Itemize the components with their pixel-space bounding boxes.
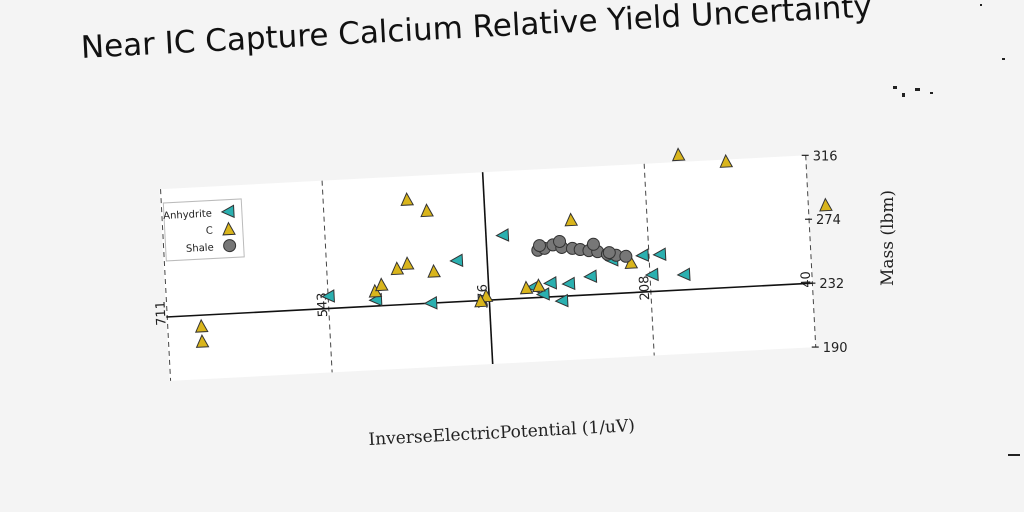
data-point-shale	[533, 239, 547, 253]
legend-label: Anhydrite	[163, 208, 212, 222]
scan-speck	[915, 88, 920, 91]
x-tick-label: 711	[153, 300, 169, 326]
legend-marker-anhydrite	[220, 204, 235, 219]
data-point-c	[427, 263, 441, 278]
data-point-c	[819, 197, 833, 212]
data-point-c	[532, 278, 546, 293]
data-point-c	[400, 256, 415, 271]
y-axis-line	[481, 172, 494, 365]
scan-speck	[980, 4, 982, 6]
x-tick-label: 40	[799, 271, 815, 288]
data-point-anhydrite	[635, 248, 650, 262]
y-tick-label: 274	[816, 213, 841, 228]
legend-label: C	[206, 225, 214, 236]
data-point-anhydrite	[676, 267, 691, 282]
data-points	[194, 147, 833, 348]
data-point-c	[400, 192, 415, 206]
data-point-anhydrite	[644, 267, 659, 282]
y-tick-label: 190	[823, 341, 848, 356]
data-point-c	[375, 277, 389, 292]
data-point-shale	[553, 234, 567, 248]
x-gridline	[321, 180, 333, 373]
scan-speck	[930, 92, 933, 94]
scan-speck	[893, 86, 897, 89]
legend-label: Shale	[186, 242, 214, 254]
data-point-c	[195, 333, 210, 348]
y-axis-label: Mass (lbm)	[878, 189, 898, 287]
data-point-anhydrite	[652, 247, 667, 262]
data-point-c	[719, 153, 734, 168]
data-point-c	[474, 293, 488, 308]
data-point-c	[564, 212, 579, 227]
data-point-anhydrite	[495, 228, 510, 242]
legend: Anhydrite C Shale	[162, 198, 245, 262]
scan-speck	[1008, 454, 1020, 456]
y-ticks: 190 232 274 316	[801, 149, 848, 356]
x-gridline	[160, 189, 172, 381]
data-point-anhydrite	[583, 269, 598, 283]
x-tick-label: 208	[637, 275, 653, 301]
legend-marker-c	[222, 221, 236, 236]
data-point-shale	[586, 237, 600, 251]
data-point-c	[420, 203, 434, 218]
data-point-anhydrite	[543, 276, 557, 290]
data-point-anhydrite	[321, 289, 335, 303]
x-gridline	[805, 155, 817, 348]
data-point-c	[390, 261, 405, 276]
x-gridline	[643, 163, 655, 356]
data-point-anhydrite	[561, 276, 576, 291]
scan-speck	[902, 93, 905, 97]
y-tick-label: 232	[819, 277, 844, 292]
y-tick-label: 316	[813, 149, 838, 164]
data-point-c	[519, 280, 534, 295]
data-point-c	[194, 318, 209, 333]
legend-marker-shale	[223, 239, 237, 253]
data-point-anhydrite	[554, 293, 569, 308]
data-point-shale	[619, 249, 633, 263]
data-point-shale	[602, 246, 616, 260]
scan-speck	[1002, 58, 1005, 60]
data-point-anhydrite	[423, 296, 438, 310]
data-point-anhydrite	[449, 253, 464, 268]
data-point-c	[671, 147, 686, 162]
data-point-c	[479, 288, 494, 303]
